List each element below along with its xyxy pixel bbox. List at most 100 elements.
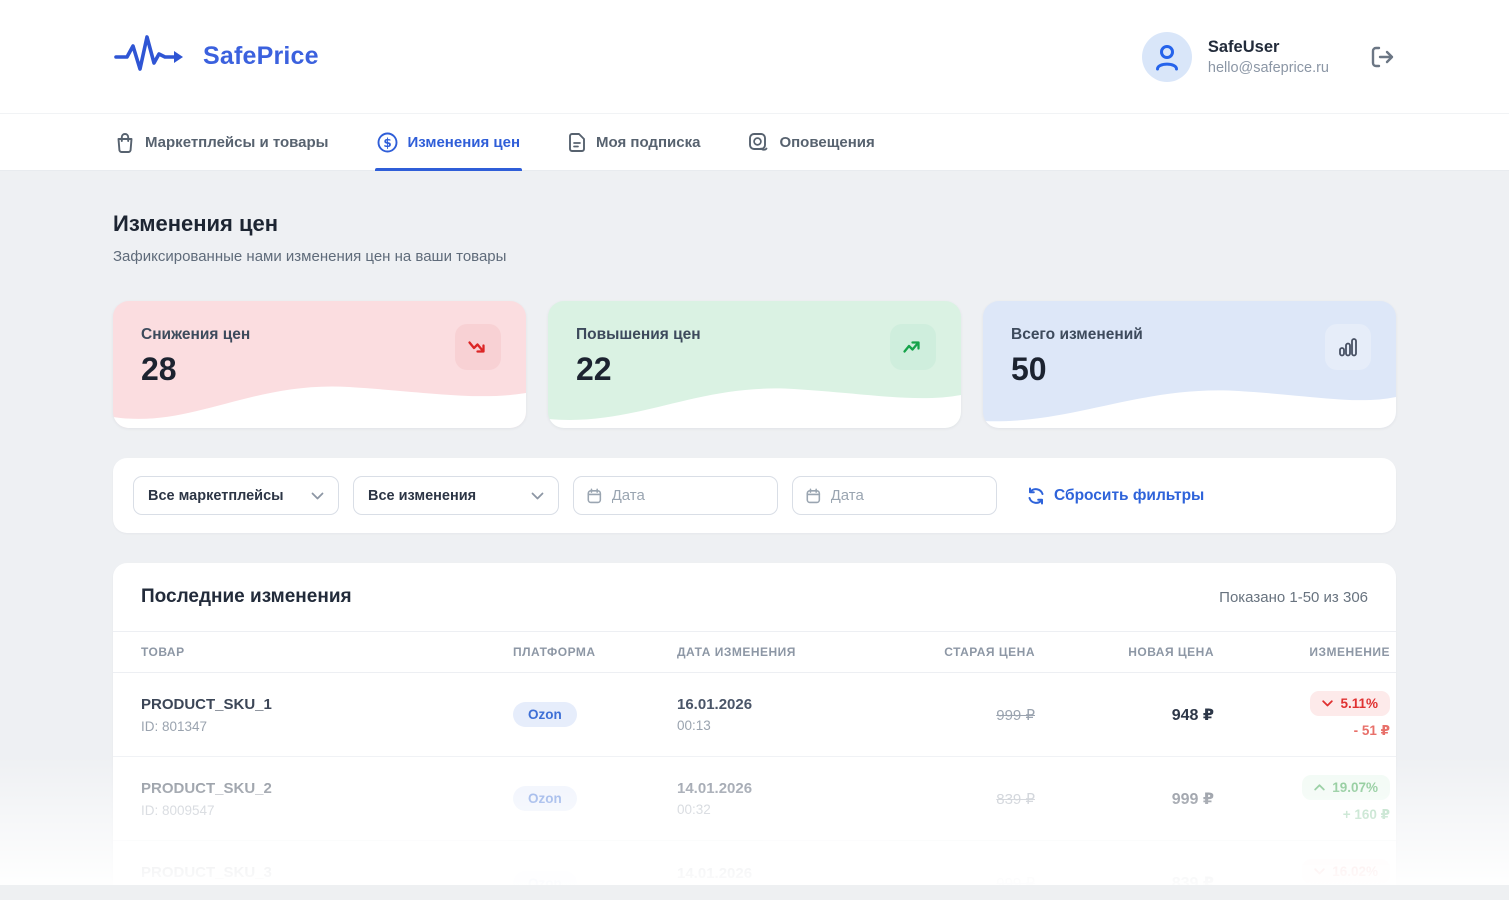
stat-value: 50 [1011,351,1047,387]
chevron-down-icon [1322,699,1334,706]
table-head: Последние изменения Показано 1-50 из 306 [113,563,1396,631]
product-cell: PRODUCT_SKU_1 ID: 801347 [141,696,513,734]
chevron-up-icon [1314,783,1325,790]
col-new-price: НОВАЯ ЦЕНА [1128,645,1214,659]
change-percent-badge: 5.11% [1310,690,1390,716]
avatar[interactable] [1141,31,1192,82]
brand[interactable]: SafePrice [113,32,319,81]
main-nav: Маркетплейсы и товары $ Изменения цен Мо… [0,114,1509,171]
new-price: 999 ₽ [1171,790,1214,808]
pagination-info: Показано 1-50 из 306 [1219,588,1368,606]
calendar-icon [806,488,821,503]
old-price: 839 ₽ [996,790,1035,808]
chevron-down-icon [531,492,544,499]
date-from-input[interactable] [611,487,764,504]
changes-table-card: Последние изменения Показано 1-50 из 306… [113,563,1396,900]
reset-filters-button[interactable]: Сбросить фильтры [1027,487,1204,505]
user-icon [1155,44,1178,70]
page-subtitle: Зафиксированные нами изменения цен на ва… [113,248,507,265]
tab-alerts[interactable]: Оповещения [746,114,876,170]
date-to-input[interactable] [830,487,983,504]
calendar-icon [587,488,602,503]
change-cell: 5.11% - 51 ₽ [1214,690,1390,739]
change-amount: - 51 ₽ [1353,722,1390,738]
pulse-logo-icon [113,32,187,81]
product-id: ID: 8009547 [141,802,215,818]
change-date: 16.01.2026 [677,696,753,713]
tab-marketplaces[interactable]: Маркетплейсы и товары [113,114,331,170]
date-from-field[interactable] [573,476,778,515]
col-change: ИЗМЕНЕНИЕ [1309,645,1390,659]
product-name: PRODUCT_SKU_1 [141,695,272,713]
wave-decoration [983,390,1396,428]
platform-badge: Ozon [513,702,577,727]
platform-badge: Ozon [513,786,577,811]
user-email: hello@safeprice.ru [1207,59,1329,76]
change-amount: + 160 ₽ [1342,806,1390,822]
main-content: Изменения цен Зафиксированные нами измен… [0,171,1509,900]
tab-label: Маркетплейсы и товары [145,133,329,151]
user-name: SafeUser [1207,37,1280,56]
product-id: ID: 801347 [141,718,208,734]
col-date: ДАТА ИЗМЕНЕНИЯ [677,645,796,659]
stat-value: 22 [576,351,612,387]
change-time: 00:32 [677,802,711,817]
new-price: 948 ₽ [1171,706,1214,724]
tab-label: Моя подписка [596,133,701,151]
tab-label: Оповещения [779,133,875,151]
select-value: Все маркетплейсы [148,487,284,504]
product-cell: PRODUCT_SKU_2 ID: 8009547 [141,780,513,818]
filter-bar: Все маркетплейсы Все изменения [113,458,1396,533]
change-percent-badge: 16.02% [1302,859,1390,884]
wave-decoration [548,388,961,428]
platform-cell: Ozon [513,786,677,811]
logout-icon [1371,46,1394,67]
table-column-headers: ТОВАР ПЛАТФОРМА ДАТА ИЗМЕНЕНИЯ СТАРАЯ ЦЕ… [113,631,1396,673]
platform-cell: Ozon [513,702,677,727]
stats-row: Снижения цен 28 Повышения цен 22 [113,301,1396,428]
product-name: PRODUCT_SKU_3 [141,864,272,881]
logout-button[interactable] [1369,44,1396,70]
old-price: 999 ₽ [996,706,1035,724]
date-to-field[interactable] [792,476,997,515]
change-time: 00:13 [677,718,711,733]
brand-name: SafePrice [203,42,319,70]
col-platform: ПЛАТФОРМА [513,645,596,659]
reset-label: Сбросить фильтры [1054,486,1205,504]
stat-card-price-rises: Повышения цен 22 [548,301,961,428]
dollar-circle-icon: $ [377,132,397,152]
tab-subscription[interactable]: Моя подписка [566,114,702,170]
date-cell: 14.01.2026 00:32 [677,780,895,817]
stat-label: Снижения цен [141,326,251,343]
chevron-down-icon [311,492,324,499]
changes-select[interactable]: Все изменения [353,476,559,515]
svg-text:$: $ [383,136,391,150]
wave-decoration [113,386,526,428]
trend-down-icon [455,324,501,370]
document-icon [569,132,585,152]
change-date: 14.01.2026 [677,780,753,797]
stat-label: Всего изменений [1011,326,1143,343]
stat-label: Повышения цен [576,326,701,343]
select-value: Все изменения [368,487,477,504]
user-box: SafeUser hello@safeprice.ru [1141,31,1396,82]
product-name: PRODUCT_SKU_2 [141,779,272,797]
page-title: Изменения цен [113,211,279,236]
stat-card-price-drops: Снижения цен 28 [113,301,526,428]
chevron-down-icon [1314,868,1325,875]
table-row[interactable]: PRODUCT_SKU_1 ID: 801347 Ozon 16.01.2026… [113,673,1396,757]
user-info: SafeUser hello@safeprice.ru [1208,38,1329,76]
marketplace-select[interactable]: Все маркетплейсы [133,476,339,515]
stat-value: 28 [141,351,177,387]
change-date: 14.01.2026 [677,864,753,882]
table-row[interactable]: PRODUCT_SKU_2 ID: 8009547 Ozon 14.01.202… [113,757,1396,841]
col-old-price: СТАРАЯ ЦЕНА [944,645,1035,659]
alert-icon [749,132,768,151]
bar-chart-icon [1325,324,1371,370]
tab-price-changes[interactable]: $ Изменения цен [374,114,523,171]
col-product: ТОВАР [141,645,185,659]
tab-label: Изменения цен [407,133,521,151]
change-percent-badge: 19.07% [1302,774,1390,800]
bottom-strip [0,885,1509,900]
table-title: Последние изменения [141,586,352,607]
